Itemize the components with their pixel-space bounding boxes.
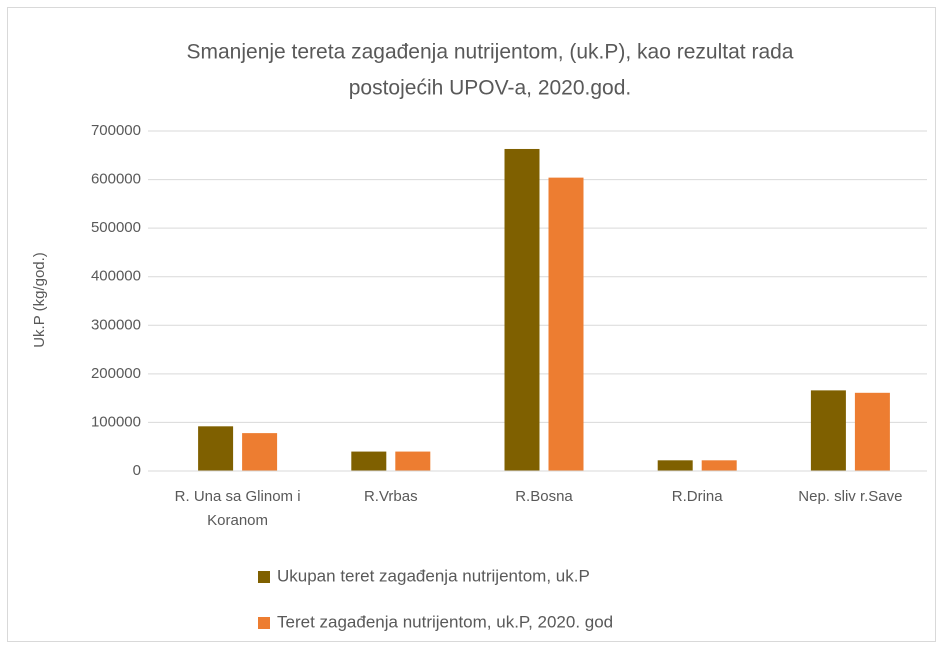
legend-label: Ukupan teret zagađenja nutrijentom, uk.P bbox=[277, 566, 590, 585]
x-tick-label: Nep. sliv r.Save bbox=[798, 488, 903, 505]
legend-swatch bbox=[258, 571, 270, 583]
bar bbox=[504, 148, 540, 471]
y-tick-label: 600000 bbox=[91, 171, 141, 188]
y-tick-label: 300000 bbox=[91, 316, 141, 333]
y-tick-label: 500000 bbox=[91, 219, 141, 236]
y-tick-label: 400000 bbox=[91, 268, 141, 285]
legend-swatch bbox=[258, 617, 270, 629]
bar bbox=[395, 451, 431, 471]
legend-label: Teret zagađenja nutrijentom, uk.P, 2020.… bbox=[277, 612, 613, 631]
x-tick-label: R.Drina bbox=[671, 488, 723, 505]
bar bbox=[548, 177, 584, 471]
chart-title: Smanjenje tereta zagađenja nutrijentom, … bbox=[186, 41, 793, 64]
chart-title: postojećih UPOV-a, 2020.god. bbox=[349, 77, 632, 100]
bar bbox=[657, 460, 693, 471]
x-tick-label: R.Vrbas bbox=[363, 488, 418, 505]
x-tick-label: R.Bosna bbox=[515, 488, 573, 505]
y-tick-label: 700000 bbox=[91, 122, 141, 139]
y-tick-label: 100000 bbox=[91, 413, 141, 430]
bar bbox=[810, 390, 846, 471]
y-tick-label: 0 bbox=[133, 462, 141, 479]
bar bbox=[242, 433, 278, 471]
bar bbox=[701, 460, 737, 471]
y-axis-label: Uk.P (kg/god.) bbox=[31, 252, 48, 348]
x-tick-label: R. Una sa Glinom i Koranom bbox=[174, 488, 301, 529]
y-tick-label: 200000 bbox=[91, 365, 141, 382]
chart-border bbox=[7, 7, 936, 642]
bar bbox=[351, 451, 387, 471]
bar bbox=[854, 392, 890, 471]
bar bbox=[198, 426, 234, 471]
